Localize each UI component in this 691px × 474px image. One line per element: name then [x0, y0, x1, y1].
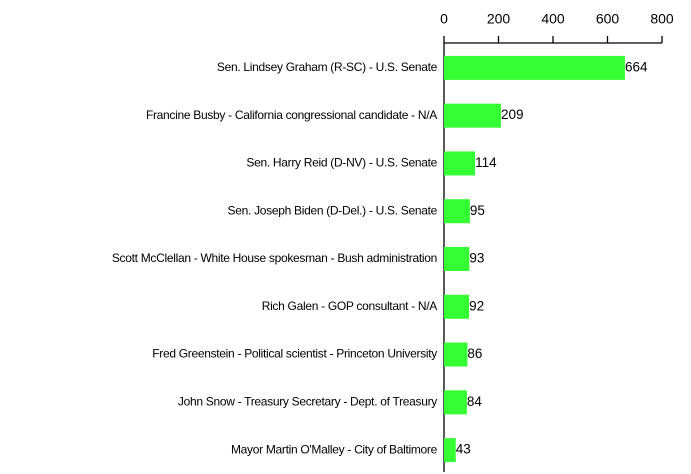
bar: [444, 199, 470, 224]
y-tick-label: Fred Greenstein - Political scientist - …: [152, 347, 437, 361]
bar: [444, 438, 456, 463]
data-label: 209: [501, 107, 524, 122]
bar: [444, 294, 470, 319]
y-tick-label: Rich Galen - GOP consultant - N/A: [262, 299, 438, 313]
x-tick-label: 800: [650, 11, 674, 27]
y-tick-label: Sen. Harry Reid (D-NV) - U.S. Senate: [246, 156, 437, 170]
y-tick-label: Mayor Martin O'Malley - City of Baltimor…: [231, 442, 438, 456]
data-label: 92: [469, 298, 484, 313]
data-label: 93: [469, 251, 484, 266]
bar: [444, 151, 476, 176]
x-tick-label: 400: [541, 11, 565, 27]
data-label: 95: [470, 203, 485, 218]
y-tick-label: Sen. Joseph Biden (D-Del.) - U.S. Senate: [228, 203, 438, 217]
bar: [444, 247, 470, 271]
bar: [444, 342, 468, 367]
y-tick-label: John Snow - Treasury Secretary - Dept. o…: [178, 395, 437, 409]
data-label: 43: [456, 442, 471, 457]
data-label: 84: [467, 394, 483, 409]
data-label: 664: [625, 59, 648, 74]
bar: [444, 55, 625, 80]
bar: [444, 103, 501, 128]
x-tick-label: 0: [440, 11, 448, 27]
data-label: 86: [467, 346, 482, 361]
data-label: 114: [475, 155, 497, 170]
x-tick-label: 600: [596, 11, 620, 27]
bar: [444, 390, 467, 415]
y-tick-label: Scott McClellan - White House spokesman …: [112, 251, 437, 265]
y-tick-label: Francine Busby - California congressiona…: [146, 108, 437, 122]
y-tick-label: Sen. Lindsey Graham (R-SC) - U.S. Senate: [217, 60, 438, 74]
x-tick-label: 200: [487, 11, 511, 27]
